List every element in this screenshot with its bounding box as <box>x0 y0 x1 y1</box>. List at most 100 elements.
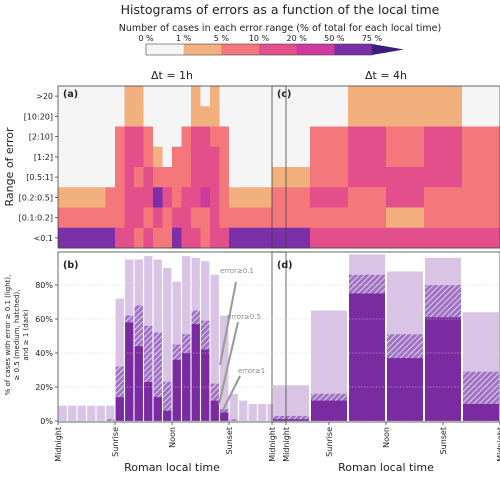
heatmap-cell <box>77 146 87 168</box>
bar-light <box>115 298 124 421</box>
heatmap-cell <box>67 227 78 249</box>
heatmap-cell <box>172 106 182 127</box>
heatmap-cell <box>86 106 97 127</box>
colorbar-tick-label: 1 % <box>176 34 192 43</box>
heatmap-cell <box>386 106 425 127</box>
heatmap-cell <box>248 106 258 127</box>
heatmap-cell <box>115 207 125 229</box>
bar-dark <box>349 293 385 421</box>
heatmap-cell <box>229 86 239 107</box>
heatmap-cell <box>191 86 201 107</box>
heatmap-cell <box>86 146 97 168</box>
heatmap-cell <box>200 126 211 148</box>
bar-light <box>58 405 67 421</box>
percent-ticks: 0% 20% 40% 60% 80% <box>35 281 500 426</box>
bar-dark <box>153 397 162 421</box>
heatmap-cell <box>424 187 463 208</box>
heatmap-cell <box>248 187 258 208</box>
heatmap-cell <box>238 126 249 148</box>
heatmap-cell <box>77 86 87 107</box>
bar-dark <box>134 346 143 421</box>
heatmap-cell <box>386 187 425 208</box>
bar-dark <box>163 410 172 421</box>
heatmap-cell <box>105 146 116 168</box>
heatmap-cell <box>124 167 135 188</box>
heatmap-cell <box>248 227 258 249</box>
heatmap-cell <box>153 126 163 148</box>
colorbar-tick-label: 20 % <box>287 34 308 43</box>
heatmap-cell <box>210 106 220 127</box>
heatmap-cell <box>162 146 173 168</box>
heatmap-cell <box>248 146 258 168</box>
heatmap-cell <box>86 167 97 188</box>
colorbar-tick-label: 5 % <box>214 34 230 43</box>
heatmap-cell <box>115 86 125 107</box>
bar-light <box>258 404 267 421</box>
heatmap-cell <box>77 167 87 188</box>
heatmap-cell <box>67 187 78 208</box>
heatmap-cell <box>67 126 78 148</box>
colorbar-tick-label: 75 % <box>362 34 383 43</box>
bar-dark <box>273 419 309 421</box>
heatmap-cell <box>96 227 106 249</box>
heatmap-cell <box>115 126 125 148</box>
arrow-error-0-1 <box>219 281 237 366</box>
colorbar-segment <box>296 44 335 55</box>
heatmap-cell <box>219 146 230 168</box>
heatmap-cell <box>200 86 211 107</box>
y-tick-label: 40% <box>35 349 53 358</box>
bar-hatched <box>273 415 309 421</box>
heatmap-cell <box>424 126 463 148</box>
heatmap-cell <box>257 187 268 208</box>
heatmap-cell <box>191 126 201 148</box>
heatmap-cell <box>386 86 425 107</box>
heatmap-cell <box>310 126 349 148</box>
heatmap-cell <box>348 86 387 107</box>
heatmap-cell <box>310 146 349 168</box>
top-ylabel: Range of error <box>3 127 16 207</box>
x-tick-label: Noon <box>168 427 177 448</box>
heatmap-cell <box>96 106 106 127</box>
y-tick-label: [1:2] <box>34 153 53 162</box>
heatmap-cell <box>58 227 68 249</box>
colorbar-segment <box>259 44 297 55</box>
heatmap-cell <box>238 207 249 229</box>
panel-a-label: (a) <box>63 89 78 100</box>
panel-c-frame <box>271 85 500 249</box>
x-tick-label: Midnight <box>54 427 63 462</box>
heatmap-cell <box>162 167 173 188</box>
heatmap-cell <box>181 207 192 229</box>
colorbar-frame <box>145 43 373 56</box>
heatmap-cell <box>181 146 192 168</box>
heatmap-cell <box>77 227 87 249</box>
heatmap-cell <box>424 86 463 107</box>
heatmap-cell <box>210 207 220 229</box>
heatmap-cell <box>348 106 387 127</box>
bar-hatched <box>229 419 238 421</box>
heatmap-cell <box>143 146 154 168</box>
heatmap-cell <box>153 187 163 208</box>
heatmap-cell <box>77 207 87 229</box>
heatmap-cell <box>348 187 387 208</box>
heatmap-cell <box>272 146 311 168</box>
heatmap-cell <box>153 167 163 188</box>
heatmap-cell <box>257 227 268 249</box>
bar-light <box>220 315 229 421</box>
heatmap-cell <box>143 187 154 208</box>
heatmap-cell <box>272 227 311 249</box>
heatmap-cell <box>248 207 258 229</box>
heatmap-cell <box>191 227 201 249</box>
heatmap-cell <box>219 207 230 229</box>
heatmap-cell <box>143 167 154 188</box>
panel-c-label: (c) <box>277 89 291 100</box>
heatmap-cell <box>124 146 135 168</box>
heatmap-cell <box>105 207 116 229</box>
bar-dark <box>210 400 219 421</box>
heatmap-cell <box>424 227 463 249</box>
heatmap-cell <box>58 167 68 188</box>
heatmap-cell <box>386 146 425 168</box>
heatmap-cell <box>153 86 163 107</box>
x-tick-label: Sunset <box>225 427 234 454</box>
bottom-ylabel-line-1: % of cases with error ≥ 0.1 (light), <box>4 275 12 396</box>
